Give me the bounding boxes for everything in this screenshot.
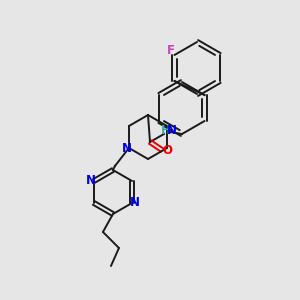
Text: F: F: [167, 44, 175, 56]
Text: O: O: [162, 145, 172, 158]
Text: N: N: [167, 124, 177, 137]
Text: N: N: [130, 196, 140, 209]
Text: N: N: [122, 142, 132, 154]
Text: N: N: [86, 175, 96, 188]
Text: H: H: [161, 124, 171, 137]
